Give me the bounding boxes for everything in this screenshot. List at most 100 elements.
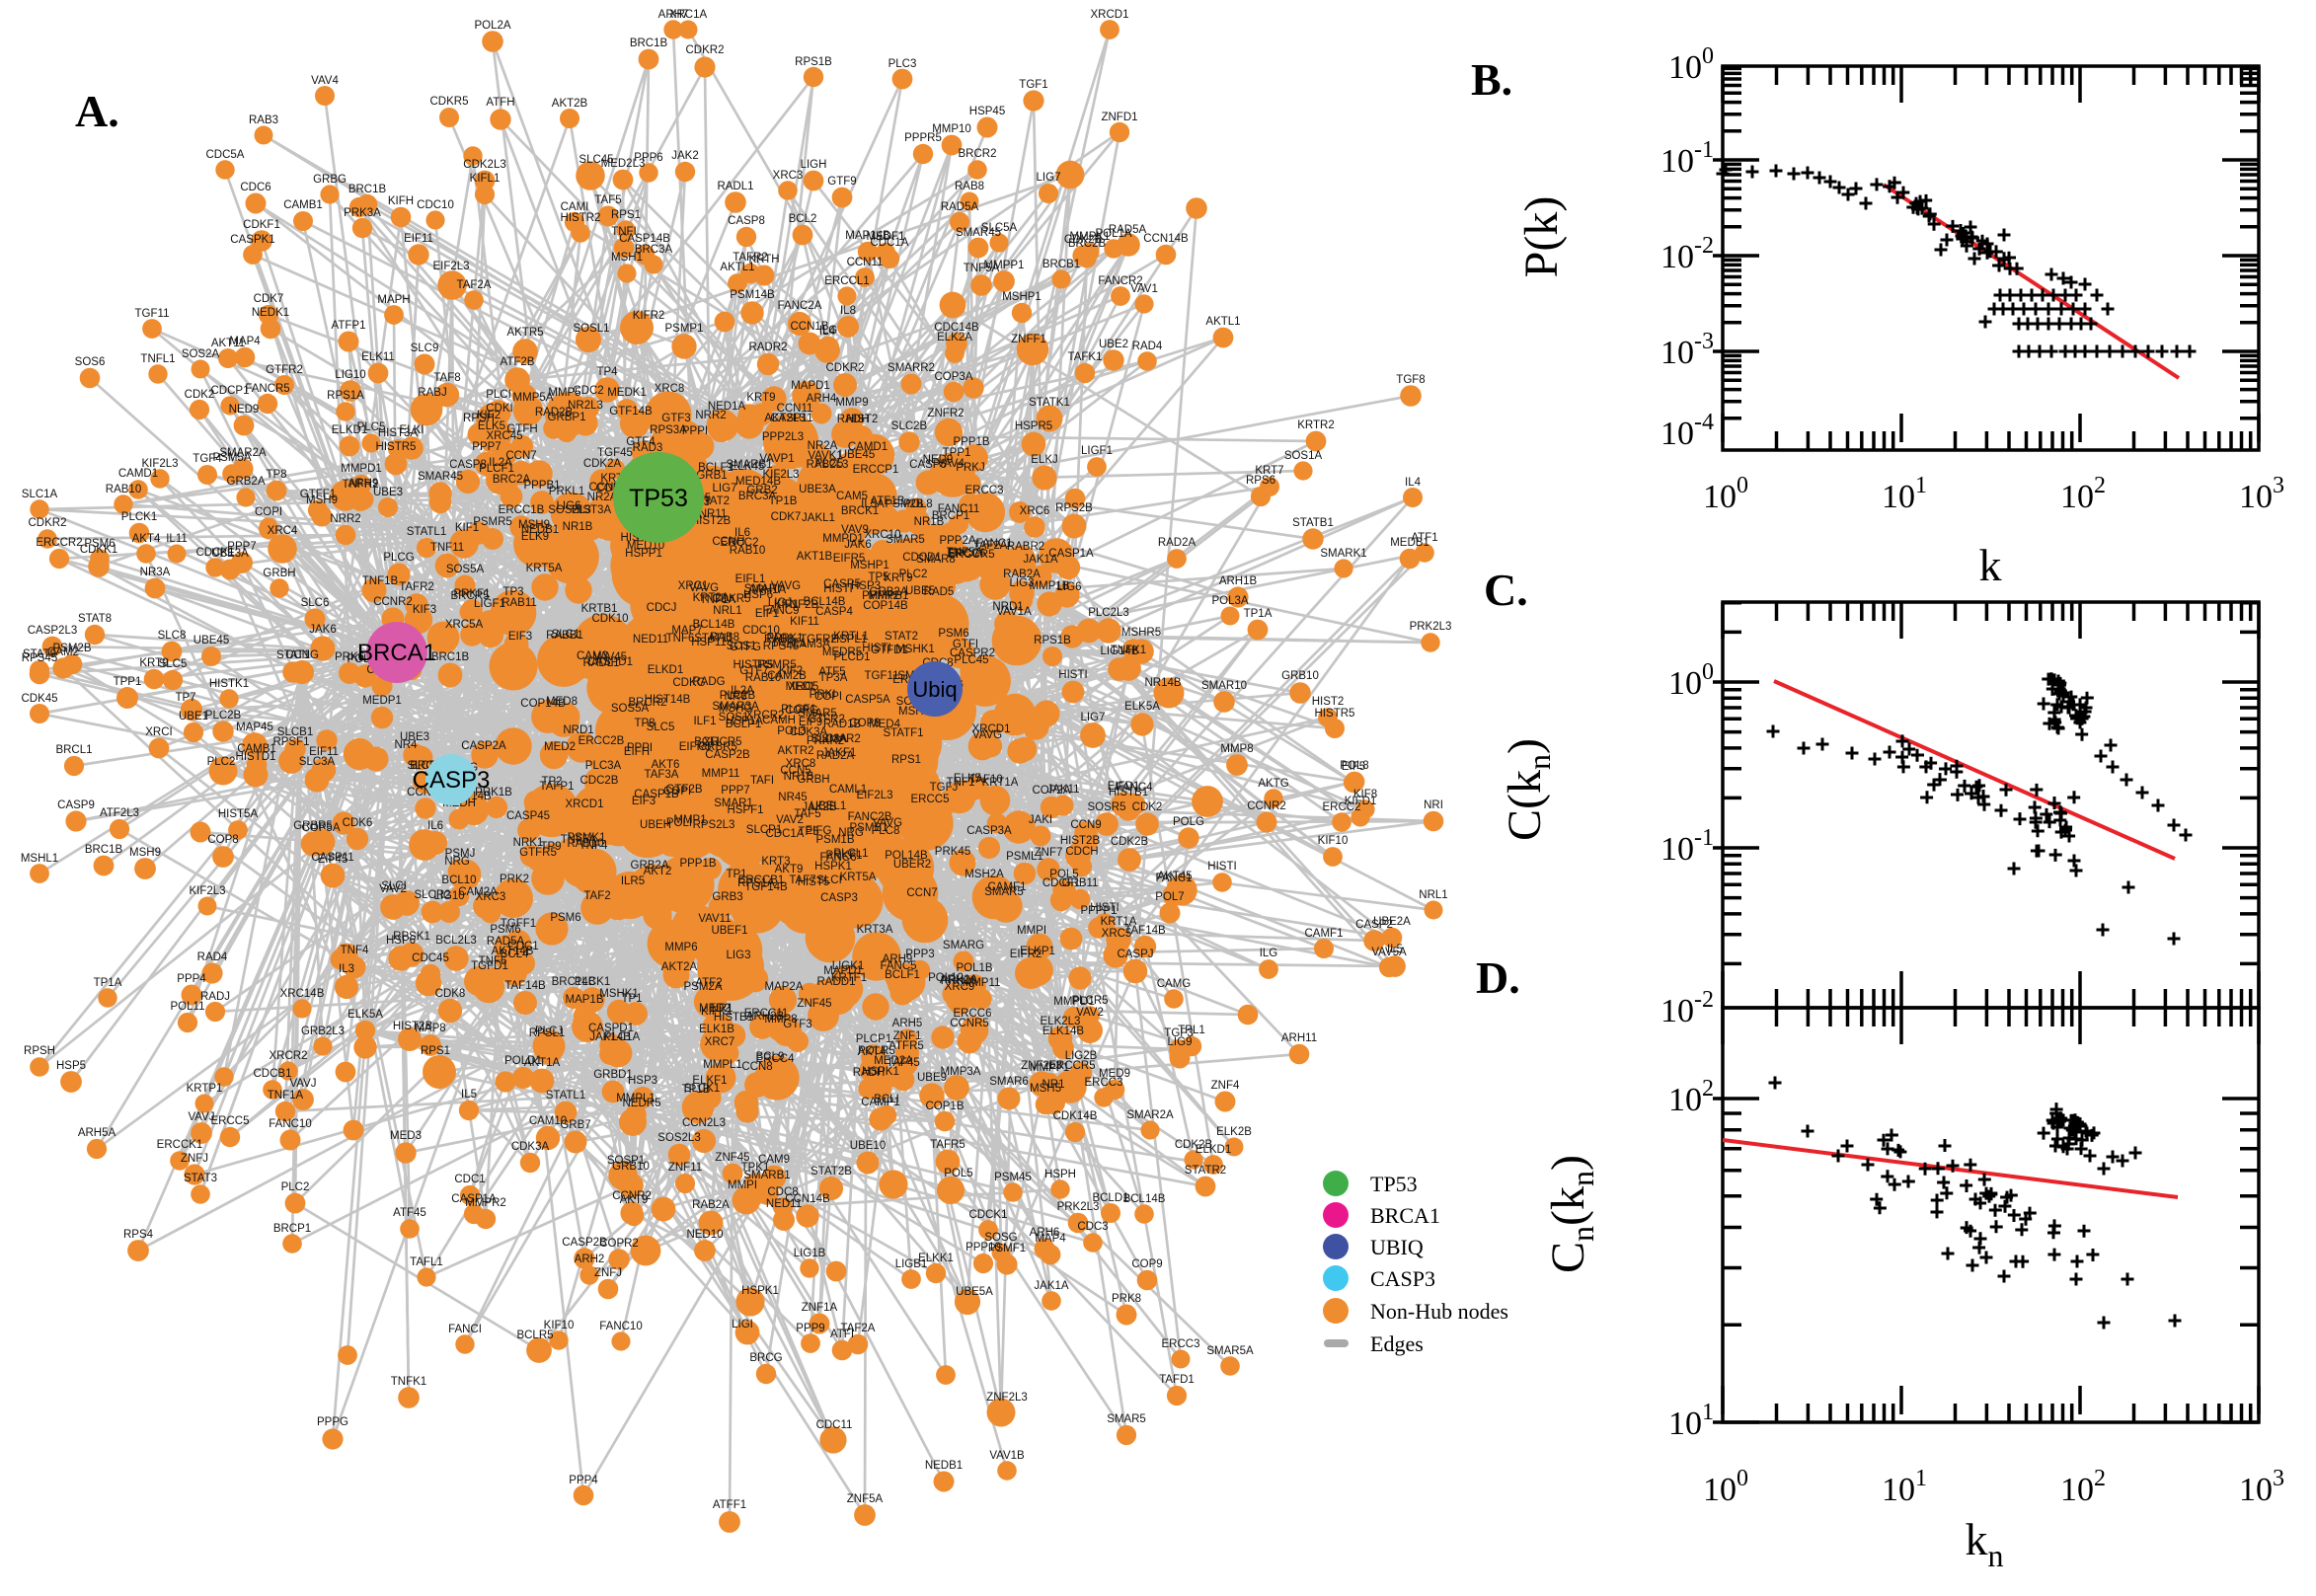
svg-text:ELK2B: ELK2B <box>1216 1126 1252 1138</box>
svg-text:KRT3: KRT3 <box>761 856 790 868</box>
svg-text:PLCG: PLCG <box>383 552 414 564</box>
svg-text:NR2L3: NR2L3 <box>568 400 603 412</box>
svg-text:TAFD1: TAFD1 <box>1159 1374 1195 1386</box>
svg-text:CDK6: CDK6 <box>343 817 373 829</box>
svg-text:TAF8: TAF8 <box>433 372 460 384</box>
svg-text:GRB2L3: GRB2L3 <box>301 1026 345 1037</box>
svg-text:BCLF1: BCLF1 <box>885 969 920 981</box>
svg-text:GTF14B: GTF14B <box>609 406 653 418</box>
svg-text:CCN14B: CCN14B <box>1143 233 1189 245</box>
svg-text:ARH2: ARH2 <box>575 1254 605 1265</box>
svg-text:XRC4: XRC4 <box>268 525 298 537</box>
svg-text:UBEL1: UBEL1 <box>811 800 846 812</box>
svg-text:GRB1: GRB1 <box>696 470 727 482</box>
svg-text:MAPH: MAPH <box>377 294 410 306</box>
svg-text:RPS1: RPS1 <box>891 754 921 766</box>
svg-text:CDC6: CDC6 <box>240 182 270 193</box>
svg-text:GRBD1: GRBD1 <box>593 1069 633 1081</box>
svg-text:STATB1: STATB1 <box>1292 517 1334 529</box>
svg-text:RAB8: RAB8 <box>955 181 984 192</box>
svg-text:SLC8: SLC8 <box>158 630 187 642</box>
svg-text:CAMB1: CAMB1 <box>283 199 323 211</box>
svg-text:CAMD1: CAMD1 <box>118 468 158 480</box>
svg-text:BRC1B: BRC1B <box>431 651 470 663</box>
svg-text:HIST5A: HIST5A <box>218 808 259 820</box>
svg-text:PSM2B: PSM2B <box>53 643 92 654</box>
svg-text:CDC14B: CDC14B <box>934 322 979 334</box>
svg-text:IL6: IL6 <box>427 820 443 832</box>
svg-text:GRB7: GRB7 <box>560 1119 590 1131</box>
svg-text:AKTL1: AKTL1 <box>720 262 754 273</box>
svg-text:MMP11: MMP11 <box>702 768 740 780</box>
svg-text:C.: C. <box>1484 565 1528 615</box>
svg-text:XRC10: XRC10 <box>864 529 900 541</box>
svg-text:CASP8: CASP8 <box>449 459 487 471</box>
svg-text:RABB1: RABB1 <box>546 630 583 642</box>
svg-text:XRC3: XRC3 <box>773 170 804 182</box>
svg-text:TNF11: TNF11 <box>430 542 464 554</box>
svg-text:TGF4: TGF4 <box>193 453 222 465</box>
svg-text:MMP10: MMP10 <box>932 123 971 135</box>
svg-text:CDCK1: CDCK1 <box>196 547 235 559</box>
svg-text:CCN1B: CCN1B <box>791 321 829 333</box>
svg-text:XRC6: XRC6 <box>1020 505 1050 517</box>
svg-text:CDC8: CDC8 <box>767 1186 798 1198</box>
svg-text:D.: D. <box>1476 952 1520 1003</box>
svg-text:LIG7: LIG7 <box>1081 712 1106 723</box>
svg-text:BRC2B: BRC2B <box>1068 238 1107 250</box>
svg-text:CCNR2: CCNR2 <box>1247 800 1286 812</box>
svg-text:SOS2A: SOS2A <box>182 348 220 360</box>
svg-text:ERCC2B: ERCC2B <box>579 735 625 747</box>
svg-text:MSH2A: MSH2A <box>965 869 1004 880</box>
svg-text:NED9: NED9 <box>229 404 260 416</box>
svg-text:EIFR5: EIFR5 <box>679 741 712 753</box>
svg-text:BRCB1: BRCB1 <box>1042 259 1080 270</box>
svg-text:ZNFJ: ZNFJ <box>181 1153 208 1165</box>
svg-text:CDC2: CDC2 <box>573 385 603 397</box>
svg-text:ATF45: ATF45 <box>393 1207 426 1219</box>
svg-text:PSMP1: PSMP1 <box>665 323 704 335</box>
svg-text:ZNF7: ZNF7 <box>1035 847 1063 859</box>
svg-text:GTFH: GTFH <box>506 423 537 435</box>
svg-text:POL7: POL7 <box>1155 891 1184 903</box>
svg-text:TNF2B: TNF2B <box>783 599 819 611</box>
svg-text:NRK1: NRK1 <box>513 837 544 849</box>
svg-text:PPP6: PPP6 <box>634 152 662 164</box>
svg-text:VAV2: VAV2 <box>1076 1007 1104 1019</box>
svg-text:HSPR5: HSPR5 <box>1015 420 1052 432</box>
svg-text:KRT9: KRT9 <box>884 572 912 584</box>
svg-text:UBE45: UBE45 <box>193 635 229 646</box>
svg-text:COP1B: COP1B <box>926 1101 965 1112</box>
svg-text:PLC2B: PLC2B <box>205 710 242 722</box>
svg-text:PSMK1: PSMK1 <box>568 832 606 844</box>
svg-text:SMARK1: SMARK1 <box>1320 548 1366 560</box>
svg-text:SMAR45: SMAR45 <box>418 471 463 483</box>
svg-text:RPSH: RPSH <box>463 413 495 424</box>
svg-text:SMARR2: SMARR2 <box>888 362 935 374</box>
svg-text:TAF2: TAF2 <box>583 890 610 902</box>
svg-text:PRK2L3: PRK2L3 <box>1410 621 1452 633</box>
svg-text:CDK2B: CDK2B <box>1111 836 1149 848</box>
svg-text:CCN7: CCN7 <box>505 450 536 462</box>
svg-text:ZNF11: ZNF11 <box>668 1162 702 1174</box>
svg-text:COP2A: COP2A <box>1033 785 1071 797</box>
svg-text:TP9: TP9 <box>540 841 561 853</box>
svg-text:CDKR2: CDKR2 <box>29 517 67 529</box>
svg-text:PPP4: PPP4 <box>177 973 206 985</box>
svg-text:PLC3: PLC3 <box>888 58 917 70</box>
svg-text:HSPH: HSPH <box>1044 1169 1076 1180</box>
svg-text:TAFK1: TAFK1 <box>1068 351 1103 363</box>
svg-text:PRK2: PRK2 <box>500 874 529 885</box>
svg-text:KRT5A: KRT5A <box>526 563 563 574</box>
svg-text:XRC14B: XRC14B <box>280 988 325 1000</box>
svg-text:AKT1A: AKT1A <box>524 1057 561 1069</box>
svg-text:GTF3: GTF3 <box>783 1019 811 1030</box>
svg-text:TNFK1: TNFK1 <box>1111 645 1146 656</box>
svg-text:MED2: MED2 <box>544 741 576 753</box>
svg-text:NED11: NED11 <box>633 634 668 646</box>
svg-text:FANC11: FANC11 <box>938 503 980 515</box>
svg-text:PPP4: PPP4 <box>569 1475 598 1486</box>
svg-text:RPS4: RPS4 <box>123 1229 154 1241</box>
svg-text:VAVJ: VAVJ <box>289 1078 316 1090</box>
svg-text:SMARG: SMARG <box>943 940 984 951</box>
